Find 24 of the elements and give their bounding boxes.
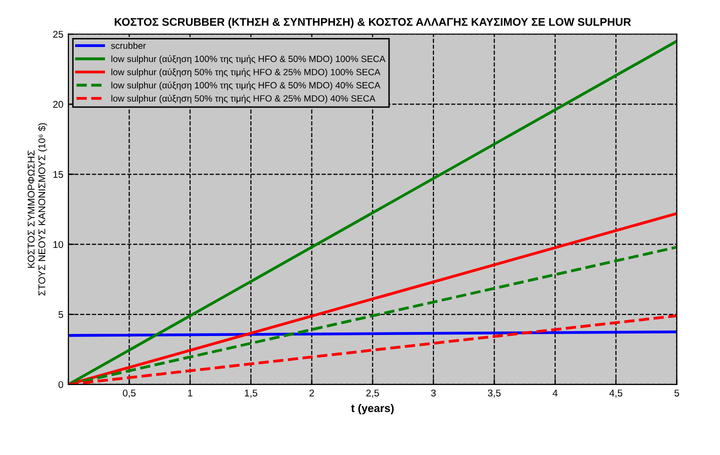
x-tick-label: 2: [310, 390, 314, 396]
x-tick-label: 1: [188, 390, 192, 396]
y-tick-label: 25: [53, 30, 64, 38]
x-tick-label: 3,5: [488, 390, 501, 398]
legend-label: scrubber: [111, 42, 146, 49]
legend-label: low sulphur (αύξηση 100% της τιμής HFO & 50% MDO) 40% SECA: [111, 82, 380, 90]
x-tick-label: 4: [552, 390, 558, 396]
y-tick-label: 20: [53, 100, 64, 108]
x-tick-label: 4,5: [609, 390, 622, 398]
x-tick-label: 5: [674, 390, 680, 396]
x-tick-label: 1,5: [244, 390, 258, 398]
x-tick-label: 3: [431, 390, 436, 396]
y-tick-label: 15: [53, 171, 64, 178]
legend-label: low sulphur (αύξηση 50% της τιμής HFO & 25% MDO) 100% SECA: [111, 68, 380, 78]
y-tick-label: 5: [58, 311, 64, 318]
chart-title: ΚΟΣΤΟΣ SCRUBBER (ΚΤΗΣΗ & ΣΥΝΤΗΡΗΣΗ) & ΚΟΣΤΟΣ ΑΛΛΑΓΗΣ ΚΑΥΣΙΜΟΥ ΣΕ LOW SULPHUR: [114, 18, 631, 28]
x-tick-label: 0,5: [122, 390, 136, 398]
y-axis-title: ΚΟΣΤΟΣ ΣΥΜΜΟΡΦΩΣΗΣ ΣΤΟΥΣ ΝΕΟΥΣ ΚΑΝΟΝΙΣΜΟΥΣ (10⁶ $): [28, 123, 48, 296]
y-tick-label: 10: [53, 241, 64, 248]
legend-label: low sulphur (αύξηση 50% της τιμής HFO & 25% MDO) 40% SECA: [111, 94, 376, 104]
y-tick-label: 0: [58, 381, 64, 388]
x-axis-title: t (years): [351, 404, 394, 414]
x-tick-label: 2,5: [366, 390, 379, 398]
legend-label: low sulphur (αύξηση 100% της τιμής HFO & 50% MDO) 100% SECA: [111, 55, 386, 64]
